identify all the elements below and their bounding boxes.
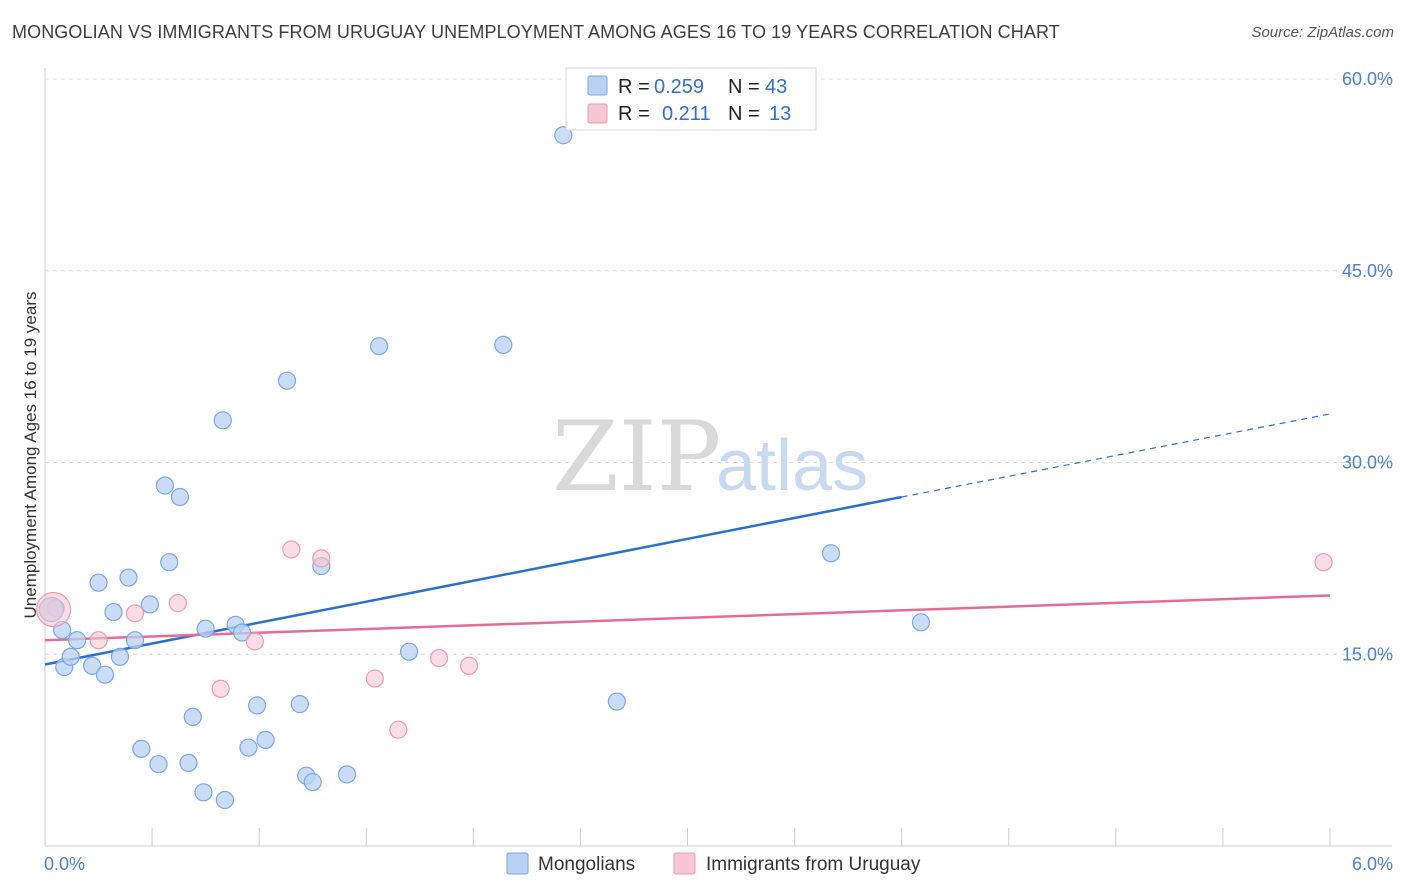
legend-r-value-0: 0.259 <box>654 76 704 98</box>
point-mongolians <box>132 739 151 758</box>
point-mongolians <box>247 696 267 715</box>
tick-labels: 15.0% 30.0% 45.0% 60.0% 0.0% 6.0% <box>44 69 1393 874</box>
point-mongolians <box>303 772 322 792</box>
point-uruguay <box>365 669 384 688</box>
legend-n-label-0: N = <box>728 76 760 98</box>
bottom-legend-swatch-uruguay <box>673 852 696 875</box>
point-mongolians <box>494 335 513 354</box>
point-uruguay <box>429 648 449 668</box>
point-mongolians <box>215 790 234 810</box>
point-mongolians <box>170 487 190 507</box>
bottom-legend-label-uruguay: Immigrants from Uruguay <box>706 854 921 875</box>
y-tick-label-60: 60.0% <box>1342 69 1393 89</box>
point-mongolians <box>911 613 931 632</box>
point-uruguay <box>35 591 72 628</box>
point-mongolians <box>119 568 138 587</box>
x-tick-label-max: 6.0% <box>1352 854 1393 874</box>
point-mongolians <box>155 476 175 495</box>
legend-r-value-1: 0.211 <box>662 103 711 125</box>
trend-line-mongolians-projection <box>901 413 1331 498</box>
point-uruguay <box>245 632 264 651</box>
point-mongolians <box>399 642 419 661</box>
point-mongolians <box>554 126 573 145</box>
point-mongolians <box>149 755 168 774</box>
watermark-atlas: atlas <box>716 426 868 506</box>
point-uruguay <box>89 631 108 650</box>
point-uruguay <box>389 720 408 739</box>
legend-swatch-uruguay <box>587 103 608 124</box>
point-mongolians <box>213 411 232 430</box>
point-uruguay <box>211 679 230 698</box>
axes <box>44 68 1392 847</box>
point-uruguay <box>125 604 145 623</box>
point-uruguay <box>168 594 187 613</box>
point-uruguay <box>459 656 479 675</box>
point-mongolians <box>277 371 297 390</box>
legend: R = 0.259 N = 43 R = 0.211 N = 13 <box>565 67 817 131</box>
point-mongolians <box>179 753 198 773</box>
point-mongolians <box>337 765 357 784</box>
point-mongolians <box>125 631 145 650</box>
point-mongolians <box>61 647 80 666</box>
point-mongolians <box>89 573 108 592</box>
y-axis-label: Unemployment Among Ages 16 to 19 years <box>21 292 40 619</box>
point-mongolians <box>110 647 130 666</box>
y-tick-label-45: 45.0% <box>1342 261 1393 281</box>
point-mongolians <box>256 730 275 749</box>
watermark: ZIP atlas <box>552 401 868 513</box>
point-mongolians <box>196 619 215 638</box>
point-mongolians <box>95 665 115 684</box>
point-mongolians <box>821 544 841 563</box>
bottom-legend: Mongolians Immigrants from Uruguay <box>506 852 921 875</box>
trend-line-mongolians <box>44 495 902 666</box>
legend-n-label-1: N = <box>728 103 760 125</box>
point-mongolians <box>232 623 252 642</box>
legend-swatch-mongolians <box>587 75 608 96</box>
point-uruguay <box>312 549 331 568</box>
legend-r-label-1: R = <box>618 103 650 125</box>
gridlines <box>45 78 1392 655</box>
legend-n-value-0: 43 <box>765 76 787 98</box>
y-tick-label-15: 15.0% <box>1342 644 1393 664</box>
watermark-zip: ZIP <box>552 401 721 513</box>
legend-box <box>565 67 817 131</box>
point-mongolians <box>370 337 389 356</box>
point-mongolians <box>83 656 102 675</box>
bottom-legend-label-mongolians: Mongolians <box>538 854 635 875</box>
y-tick-label-30: 30.0% <box>1342 453 1393 473</box>
point-mongolians <box>194 783 213 802</box>
point-mongolians <box>160 553 179 572</box>
trend-line-uruguay <box>44 594 1331 642</box>
point-mongolians <box>140 595 160 614</box>
point-mongolians <box>290 695 309 714</box>
data-points <box>35 126 1333 810</box>
bottom-legend-swatch-mongolians <box>506 852 529 875</box>
source-label: Source: ZipAtlas.com <box>1251 24 1394 41</box>
legend-r-label-0: R = <box>618 76 650 98</box>
legend-n-value-1: 13 <box>769 103 791 125</box>
chart-title: MONGOLIAN VS IMMIGRANTS FROM URUGUAY UNE… <box>12 22 1060 42</box>
point-mongolians <box>607 692 626 711</box>
point-uruguay <box>1314 553 1333 572</box>
trend-lines <box>44 413 1331 666</box>
point-mongolians <box>239 738 258 757</box>
x-tick-label-min: 0.0% <box>44 854 85 874</box>
point-mongolians <box>183 707 202 726</box>
point-mongolians <box>104 602 123 622</box>
point-uruguay <box>282 540 301 559</box>
point-mongolians <box>68 631 87 650</box>
